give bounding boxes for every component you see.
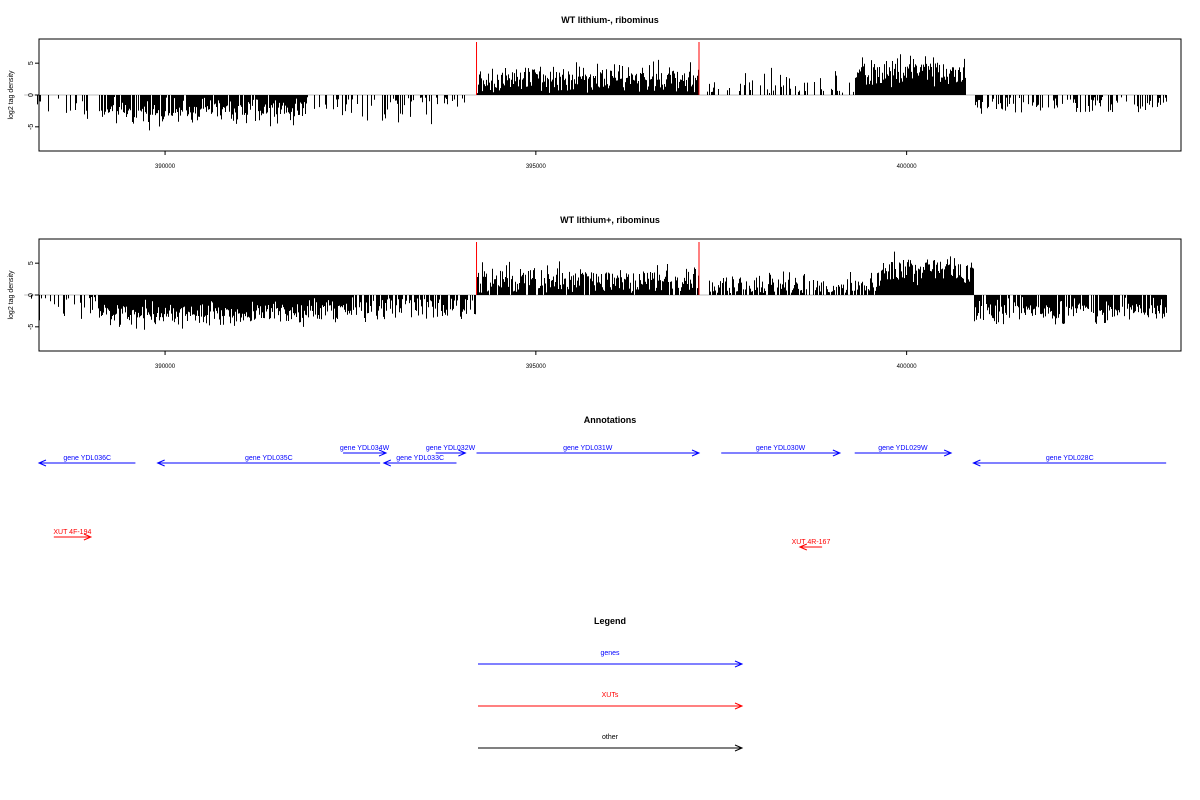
xut-label: XUT 4R-167 — [792, 539, 831, 546]
gene-label: gene YDL036C — [63, 455, 111, 462]
gene-arrow — [972, 459, 1167, 467]
y-tick-label: -5 — [28, 324, 35, 330]
x-tick-label: 395000 — [526, 164, 547, 170]
gene-label: gene YDL032W — [426, 445, 476, 452]
gene-arrow — [854, 449, 953, 457]
gene-label: gene YDL035C — [245, 455, 293, 462]
annotations-title: Annotations — [584, 415, 637, 425]
y-tick-label: 0 — [28, 293, 35, 297]
x-tick-label: 390000 — [155, 164, 176, 170]
gene-label: gene YDL029W — [878, 445, 928, 452]
track-panel-lithium-plus: WT lithium+, ribominus log2 tag density … — [8, 215, 1182, 370]
gene-label: gene YDL034W — [340, 445, 390, 452]
gene-arrow — [435, 449, 467, 457]
x-tick-label: 400000 — [897, 364, 918, 370]
x-tick-label: 390000 — [155, 364, 176, 370]
y-tick-label: 5 — [28, 61, 35, 65]
legend-title: Legend — [594, 616, 626, 626]
legend-arrow-gene — [478, 660, 744, 668]
y-tick-label: 5 — [28, 261, 35, 265]
gene-arrow — [382, 459, 457, 467]
legend-label: genes — [600, 650, 620, 657]
gene-arrow — [37, 459, 136, 467]
gene-label: gene YDL028C — [1046, 455, 1094, 462]
y-tick-label: 0 — [28, 93, 35, 97]
legend-arrow-other — [478, 744, 744, 752]
annotations-panel: Annotations gene YDL036C gene YDL035C gene… — [37, 415, 1167, 551]
gene-arrow — [343, 449, 388, 457]
legend-label: XUTs — [602, 692, 619, 699]
y-tick-label: -5 — [28, 124, 35, 130]
track-title: WT lithium+, ribominus — [560, 215, 660, 225]
legend-panel: Legend genes XUTs other — [478, 616, 744, 752]
x-tick-label: 400000 — [897, 164, 918, 170]
gene-label: gene YDL033C — [396, 455, 444, 462]
legend-arrow-xut — [478, 702, 744, 710]
y-axis-label: log2 tag density — [8, 270, 15, 320]
x-tick-label: 395000 — [526, 364, 547, 370]
gene-arrow — [721, 449, 842, 457]
xut-arrow — [798, 543, 823, 551]
track-title: WT lithium-, ribominus — [561, 15, 659, 25]
gene-label: gene YDL030W — [756, 445, 806, 452]
track-panel-lithium-minus: WT lithium-, ribominus log2 tag density … — [8, 15, 1182, 170]
xut-arrow — [53, 533, 93, 541]
y-axis-label: log2 tag density — [8, 70, 15, 120]
legend-label: other — [602, 734, 619, 741]
gene-arrow — [476, 449, 701, 457]
xut-label: XUT 4F-194 — [53, 529, 91, 536]
gene-label: gene YDL031W — [563, 445, 613, 452]
gene-arrow — [156, 459, 381, 467]
